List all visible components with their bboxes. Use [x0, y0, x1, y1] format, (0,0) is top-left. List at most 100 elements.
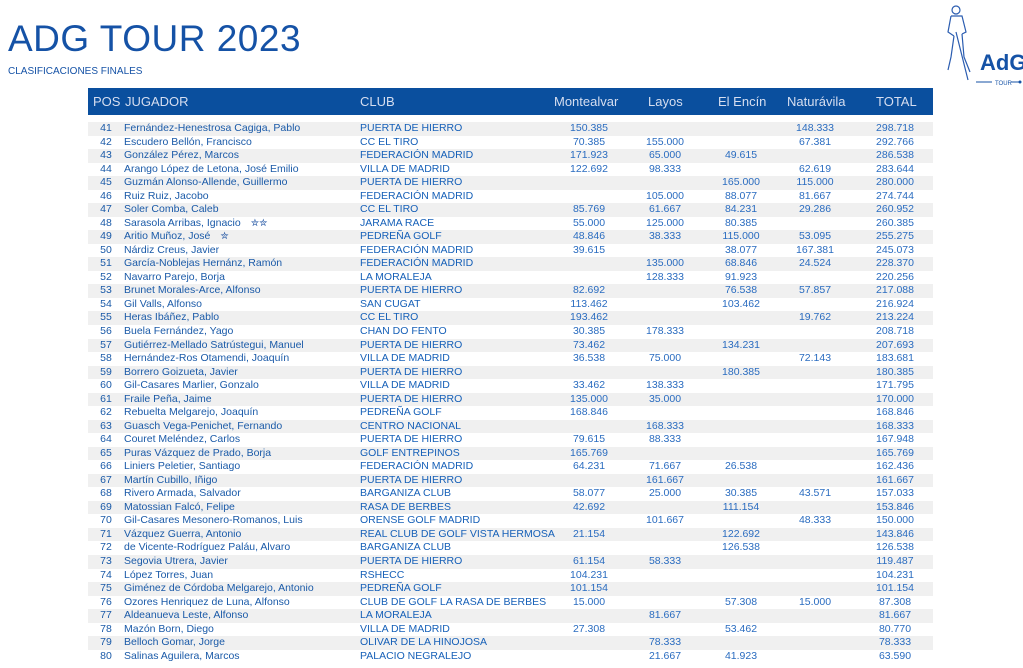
- score-el-encin: 68.846: [724, 257, 758, 270]
- table-row: 69 Matossian Falcó, Felipe RASA DE BERBES 4…: [88, 500, 933, 515]
- score-montealvar: 21.154: [572, 527, 606, 540]
- table-header: POS JUGADOR CLUB Montealvar Layos El Enc…: [88, 88, 933, 115]
- table-row: 73 Segovia Utrera, Javier PUERTA DE HIERRO…: [88, 555, 933, 569]
- score-layos: 98.333: [648, 162, 682, 175]
- position: 55: [100, 311, 112, 324]
- player-name: Couret Meléndez, Carlos: [124, 433, 241, 446]
- score-el-encin: 49.615: [724, 149, 758, 162]
- club-name: PUERTA DE HIERRO: [360, 555, 463, 567]
- score-el-encin: 122.692: [722, 527, 760, 540]
- score-naturavila: 67.381: [798, 135, 832, 148]
- position: 74: [100, 568, 112, 581]
- score-total: 63.590: [878, 649, 912, 662]
- table-row: 75 Giménez de Córdoba Melgarejo, Antonio P…: [88, 582, 933, 596]
- score-layos: 135.000: [646, 257, 684, 270]
- table-row: 60 Gil-Casares Marlier, Gonzalo VILLA DE M…: [88, 379, 933, 393]
- score-el-encin: 84.231: [724, 203, 758, 216]
- score-montealvar: 193.462: [570, 311, 608, 324]
- player-name: Borrero Goizueta, Javier: [124, 365, 238, 378]
- score-layos: 25.000: [648, 487, 682, 500]
- player-name: García-Noblejas Hernánz, Ramón: [124, 257, 283, 270]
- score-total: 153.846: [876, 500, 914, 513]
- score-naturavila: 53.095: [798, 230, 832, 243]
- score-layos: 71.667: [648, 460, 682, 473]
- club-name: PEDREÑA GOLF: [360, 406, 442, 419]
- col-pos: POS: [93, 94, 121, 109]
- table-row: 48 Sarasola Arribas, Ignacio ✮✮ JARAMA RACE…: [88, 217, 933, 231]
- score-layos: 128.333: [646, 270, 684, 283]
- score-total: 213.224: [876, 311, 914, 324]
- player-name: Gil Valls, Alfonso: [124, 297, 203, 310]
- score-el-encin: 111.154: [722, 500, 760, 513]
- score-naturavila: 81.667: [798, 189, 832, 202]
- score-total: 168.846: [876, 406, 914, 419]
- position: 79: [100, 636, 112, 649]
- position: 64: [100, 433, 112, 446]
- score-naturavila: 19.762: [798, 311, 832, 324]
- score-montealvar: 171.923: [570, 149, 608, 162]
- table-row: 41 Fernández-Henestrosa Cagiga, Pablo PUER…: [88, 122, 933, 136]
- table-row: 52 Navarro Parejo, Borja LA MORALEJA 128.33…: [88, 271, 933, 285]
- position: 56: [100, 324, 112, 337]
- score-total: 119.487: [876, 555, 914, 567]
- score-montealvar: 82.692: [572, 284, 606, 297]
- score-montealvar: 85.769: [572, 203, 606, 216]
- adg-tour-logo: AdG TOUR: [947, 5, 1023, 87]
- score-layos: 58.333: [648, 555, 682, 567]
- player-name: Soler Comba, Caleb: [124, 203, 219, 216]
- club-name: CHAN DO FENTO: [360, 324, 447, 337]
- position: 42: [100, 135, 112, 148]
- player-name: Belloch Gomar, Jorge: [124, 636, 225, 649]
- score-total: 167.948: [876, 433, 914, 446]
- club-name: PUERTA DE HIERRO: [360, 473, 463, 486]
- page-title: ADG TOUR 2023: [8, 18, 302, 59]
- position: 69: [100, 500, 112, 513]
- table-row: 64 Couret Meléndez, Carlos PUERTA DE HIERR…: [88, 433, 933, 447]
- score-total: 80.770: [878, 622, 912, 635]
- player-name: de Vicente-Rodríguez Paláu, Alvaro: [124, 541, 291, 554]
- player-name: Aldeanueva Leste, Alfonso: [124, 609, 249, 622]
- club-name: PALACIO NEGRALEJO: [360, 649, 472, 662]
- score-total: 81.667: [878, 609, 912, 622]
- score-montealvar: 64.231: [572, 460, 606, 473]
- club-name: VILLA DE MADRID: [360, 162, 450, 175]
- score-montealvar: 113.462: [570, 297, 608, 310]
- score-total: 157.033: [876, 487, 914, 500]
- player-name: Ozores Henriquez de Luna, Alfonso: [124, 595, 290, 608]
- score-total: 183.681: [876, 352, 914, 365]
- position: 58: [100, 352, 112, 365]
- table-row: 79 Belloch Gomar, Jorge OLIVAR DE LA HINOJ…: [88, 636, 933, 650]
- player-name: Brunet Morales-Arce, Alfonso: [124, 284, 261, 297]
- score-total: 217.088: [876, 284, 914, 297]
- score-montealvar: 39.615: [572, 243, 606, 256]
- score-montealvar: 33.462: [572, 379, 606, 392]
- player-name: Navarro Parejo, Borja: [124, 270, 225, 283]
- club-name: FEDERACIÓN MADRID: [360, 189, 474, 202]
- score-total: 283.644: [876, 162, 914, 175]
- table-row: 72 de Vicente-Rodríguez Paláu, Alvaro BARG…: [88, 541, 933, 555]
- table-row: 51 García-Noblejas Hernánz, Ramón FEDERACI…: [88, 257, 933, 271]
- player-name: Segovia Utrera, Javier: [124, 555, 228, 567]
- score-montealvar: 73.462: [572, 338, 606, 351]
- score-total: 170.000: [876, 392, 914, 405]
- score-montealvar: 104.231: [570, 568, 608, 581]
- score-total: 207.693: [876, 338, 914, 351]
- position: 63: [100, 419, 112, 432]
- table-row: 44 Arango López de Letona, José Emilio VIL…: [88, 163, 933, 177]
- player-name: López Torres, Juan: [124, 568, 214, 581]
- score-el-encin: 53.462: [724, 622, 758, 635]
- club-name: FEDERACIÓN MADRID: [360, 257, 474, 270]
- score-montealvar: 101.154: [570, 582, 608, 595]
- position: 72: [100, 541, 112, 554]
- player-name: Aritio Muñoz, José ✮: [124, 230, 229, 243]
- position: 46: [100, 189, 112, 202]
- score-el-encin: 38.077: [724, 243, 758, 256]
- club-name: BARGANIZA CLUB: [360, 487, 452, 500]
- player-name: Fernández-Henestrosa Cagiga, Pablo: [124, 122, 301, 134]
- col-total: TOTAL: [876, 94, 917, 109]
- table-row: 55 Heras Ibáñez, Pablo CC EL TIRO 193.462 19…: [88, 311, 933, 325]
- score-montealvar: 70.385: [572, 135, 606, 148]
- position: 41: [100, 122, 112, 134]
- table-row: 46 Ruiz Ruiz, Jacobo FEDERACIÓN MADRID 105.…: [88, 190, 933, 204]
- club-name: VILLA DE MADRID: [360, 622, 450, 635]
